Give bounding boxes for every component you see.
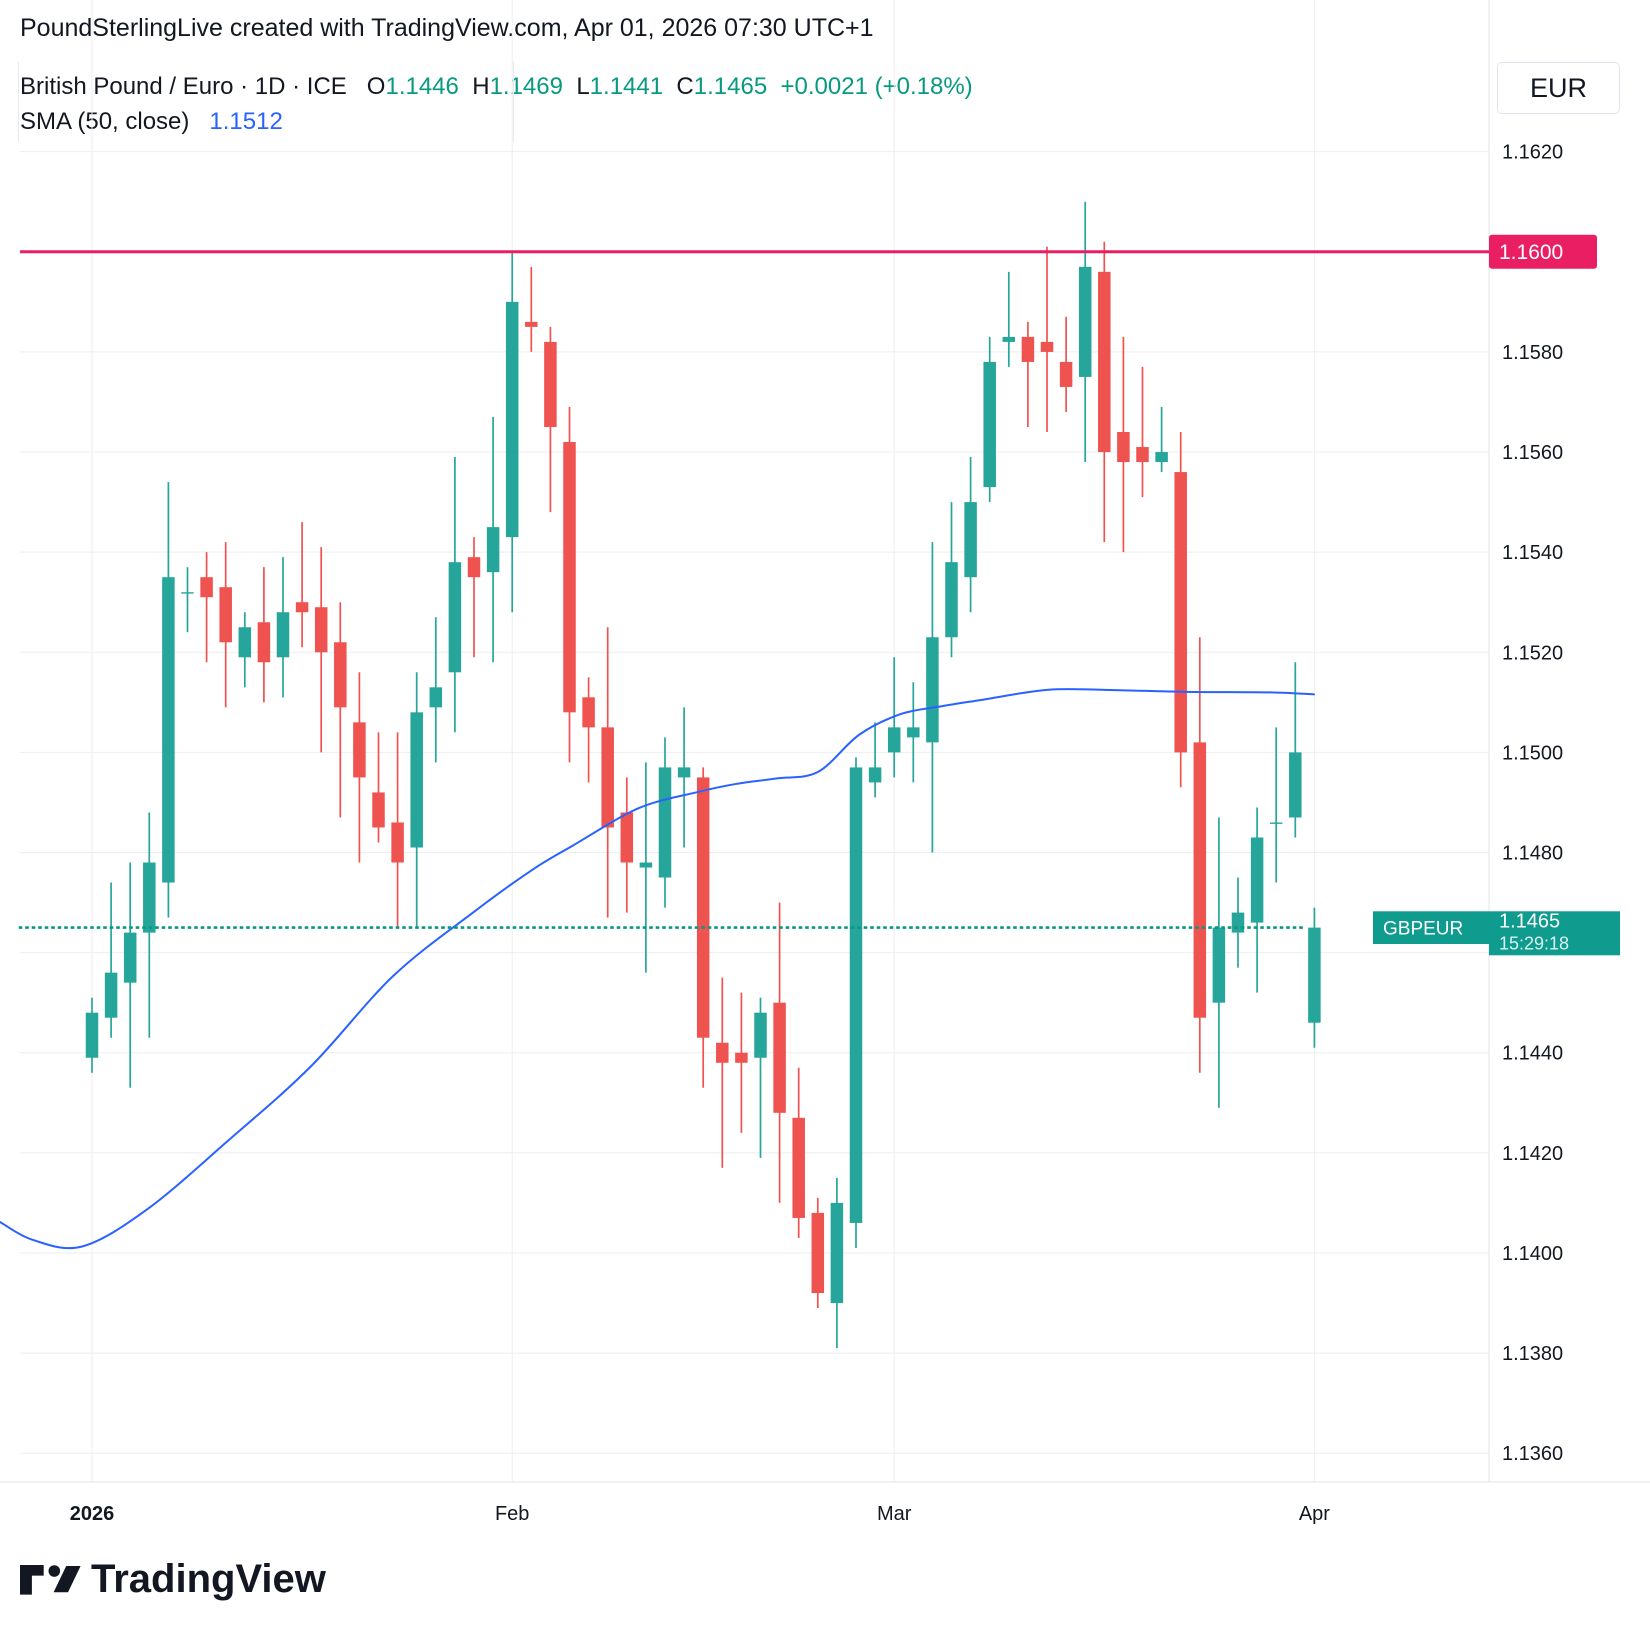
svg-text:1.1520: 1.1520: [1502, 642, 1563, 664]
svg-text:1.1420: 1.1420: [1502, 1143, 1563, 1165]
svg-text:1.1480: 1.1480: [1502, 843, 1563, 865]
svg-text:1.1580: 1.1580: [1502, 342, 1563, 364]
svg-text:Feb: Feb: [495, 1503, 529, 1525]
svg-text:Apr: Apr: [1299, 1503, 1330, 1525]
svg-text:15:29:18: 15:29:18: [1499, 934, 1569, 954]
svg-text:1.1560: 1.1560: [1502, 442, 1563, 464]
svg-text:GBPEUR: GBPEUR: [1383, 919, 1463, 940]
svg-text:1.1440: 1.1440: [1502, 1043, 1563, 1065]
svg-text:1.1600: 1.1600: [1499, 241, 1563, 264]
svg-text:1.1500: 1.1500: [1502, 742, 1563, 764]
svg-text:1.1620: 1.1620: [1502, 142, 1563, 164]
svg-text:1.1360: 1.1360: [1502, 1443, 1563, 1465]
svg-text:Mar: Mar: [877, 1503, 912, 1525]
svg-text:1.1380: 1.1380: [1502, 1343, 1563, 1365]
svg-text:1.1400: 1.1400: [1502, 1243, 1563, 1265]
svg-text:1.1465: 1.1465: [1499, 911, 1560, 933]
svg-text:2026: 2026: [70, 1503, 115, 1525]
svg-text:1.1540: 1.1540: [1502, 542, 1563, 564]
